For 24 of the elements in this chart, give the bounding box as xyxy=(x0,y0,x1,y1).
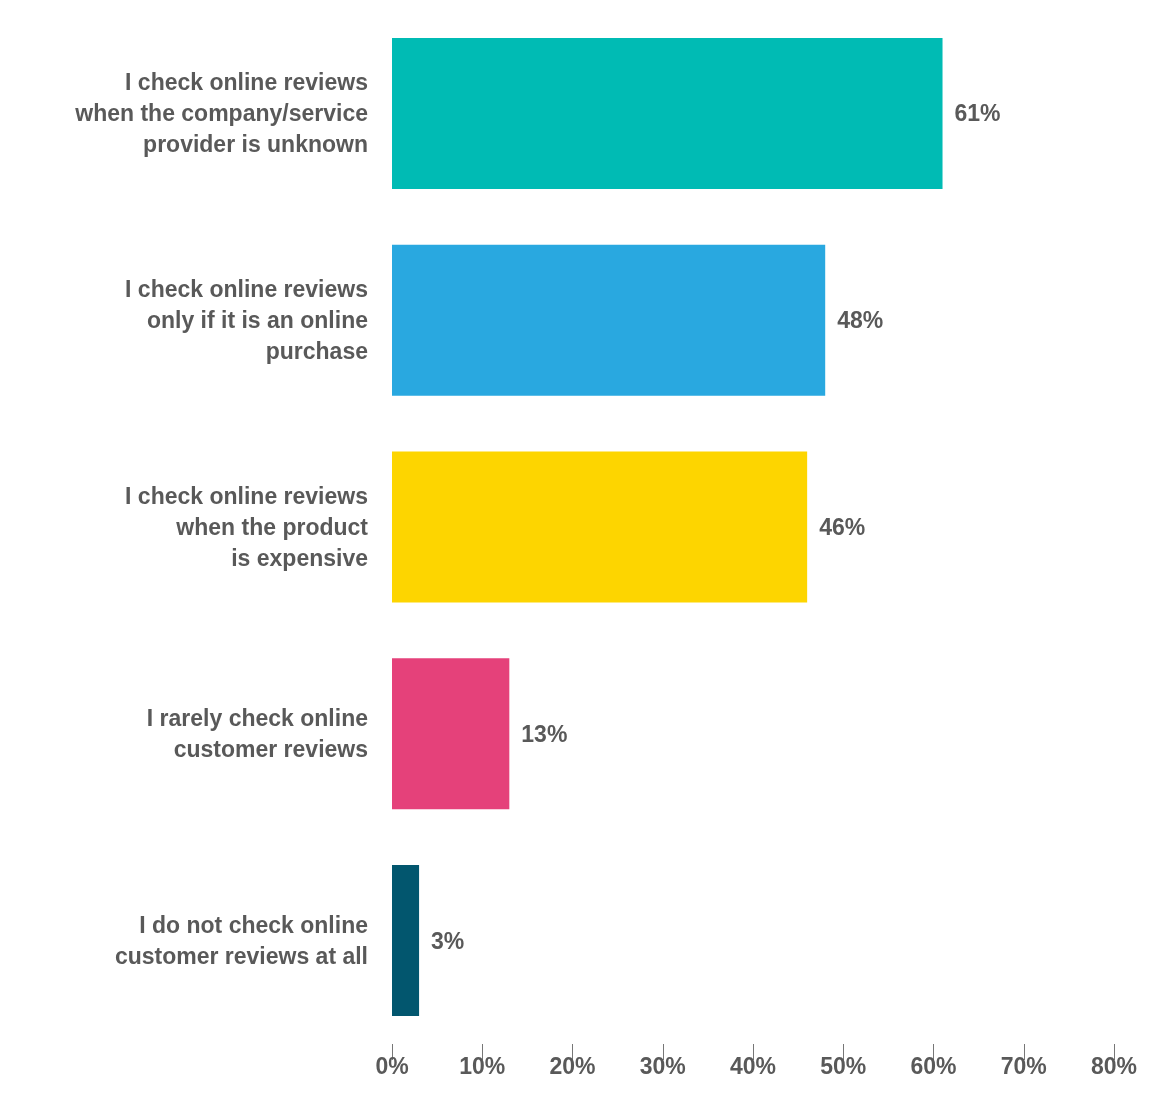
x-tick-label: 20% xyxy=(549,1052,596,1079)
data-label: 3% xyxy=(431,927,465,954)
data-label: 13% xyxy=(521,720,568,747)
bar xyxy=(392,451,808,603)
y-tick-label: I check online reviews when the product is expensive xyxy=(125,483,369,571)
bar xyxy=(392,37,943,189)
bar xyxy=(392,244,826,396)
data-label: 61% xyxy=(954,100,1001,127)
y-tick-label: I rarely check online customer reviews xyxy=(146,705,368,763)
x-tick-label: 0% xyxy=(375,1052,409,1079)
x-tick-label: 60% xyxy=(910,1052,957,1079)
x-tick-label: 40% xyxy=(729,1052,777,1079)
y-tick-label: I check online reviews only if it is an online purchase xyxy=(125,276,368,365)
bar xyxy=(392,658,510,810)
bar xyxy=(392,865,420,1017)
x-tick-label: 30% xyxy=(639,1052,686,1079)
x-tick-label: 50% xyxy=(820,1052,867,1079)
data-label: 46% xyxy=(819,514,866,540)
data-label: 48% xyxy=(837,307,884,334)
y-tick-label: I check online reviews when the company/service provider is unknown xyxy=(74,69,368,158)
y-tick-label: I do not check online customer reviews at all xyxy=(114,912,368,970)
x-tick-label: 70% xyxy=(1000,1052,1047,1079)
x-tick-label: 10% xyxy=(459,1052,506,1079)
x-tick-label: 80% xyxy=(1090,1052,1138,1079)
